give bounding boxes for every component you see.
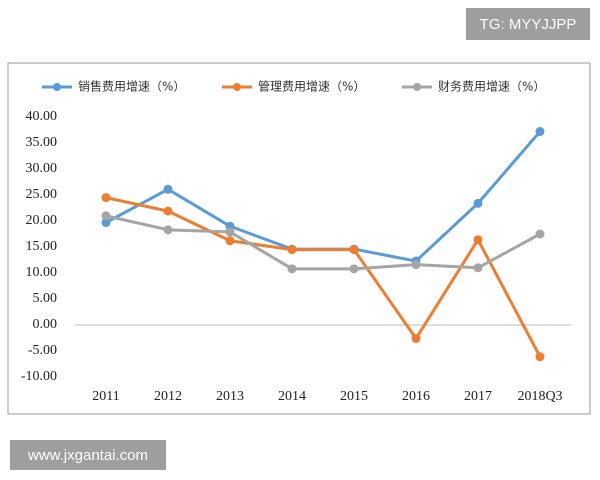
series-line: [105, 196, 542, 358]
y-tick-label: 25.00: [26, 187, 58, 202]
point: [163, 184, 173, 194]
y-tick-label: 40.00: [26, 109, 58, 124]
point: [349, 245, 359, 255]
point: [225, 236, 235, 246]
point: [163, 225, 173, 235]
y-tick-label: 35.00: [26, 135, 58, 150]
chart-frame: [7, 62, 591, 415]
point: [473, 198, 483, 208]
point: [101, 218, 111, 228]
series-line: [105, 214, 541, 271]
point: [473, 263, 483, 273]
point: [411, 334, 421, 344]
y-tick-label: 10.00: [26, 265, 58, 280]
legend-label: 销售费用增速（%）: [78, 79, 185, 94]
watermark: TG: MYYJJPP: [480, 16, 577, 33]
point: [535, 229, 545, 239]
watermark-box: [466, 8, 590, 40]
legend-label: 财务费用增速（%）: [438, 79, 545, 94]
y-tick-label: 0.00: [33, 317, 58, 332]
point: [411, 260, 421, 270]
x-tick-label: 2014: [278, 389, 306, 404]
x-tick-label: 2015: [340, 389, 368, 404]
y-tick-label: -5.00: [28, 343, 57, 358]
x-tick-label: 2011: [92, 389, 119, 404]
y-tick-label: 20.00: [26, 213, 58, 228]
watermark-box: [10, 440, 166, 470]
point: [163, 206, 173, 216]
y-tick-label: 15.00: [26, 239, 58, 254]
point: [535, 127, 545, 137]
point: [287, 245, 297, 255]
watermark: www.jxgantai.com: [27, 447, 148, 464]
point: [101, 193, 111, 203]
y-tick-label: -10.00: [21, 369, 57, 384]
x-tick-label: 2013: [216, 389, 244, 404]
point: [535, 352, 545, 362]
point: [473, 235, 483, 245]
legend-marker: [233, 83, 241, 91]
x-tick-label: 2018Q3: [517, 389, 562, 404]
point: [287, 264, 297, 274]
point: [225, 227, 235, 237]
y-tick-label: 30.00: [26, 161, 58, 176]
point: [101, 211, 111, 221]
legend-marker: [413, 83, 421, 91]
legend-marker: [53, 83, 61, 91]
x-tick-label: 2016: [402, 389, 430, 404]
point: [349, 264, 359, 274]
y-tick-label: 5.00: [33, 291, 58, 306]
legend-label: 管理费用增速（%）: [258, 79, 365, 94]
x-tick-label: 2017: [464, 389, 492, 404]
x-tick-label: 2012: [154, 389, 182, 404]
